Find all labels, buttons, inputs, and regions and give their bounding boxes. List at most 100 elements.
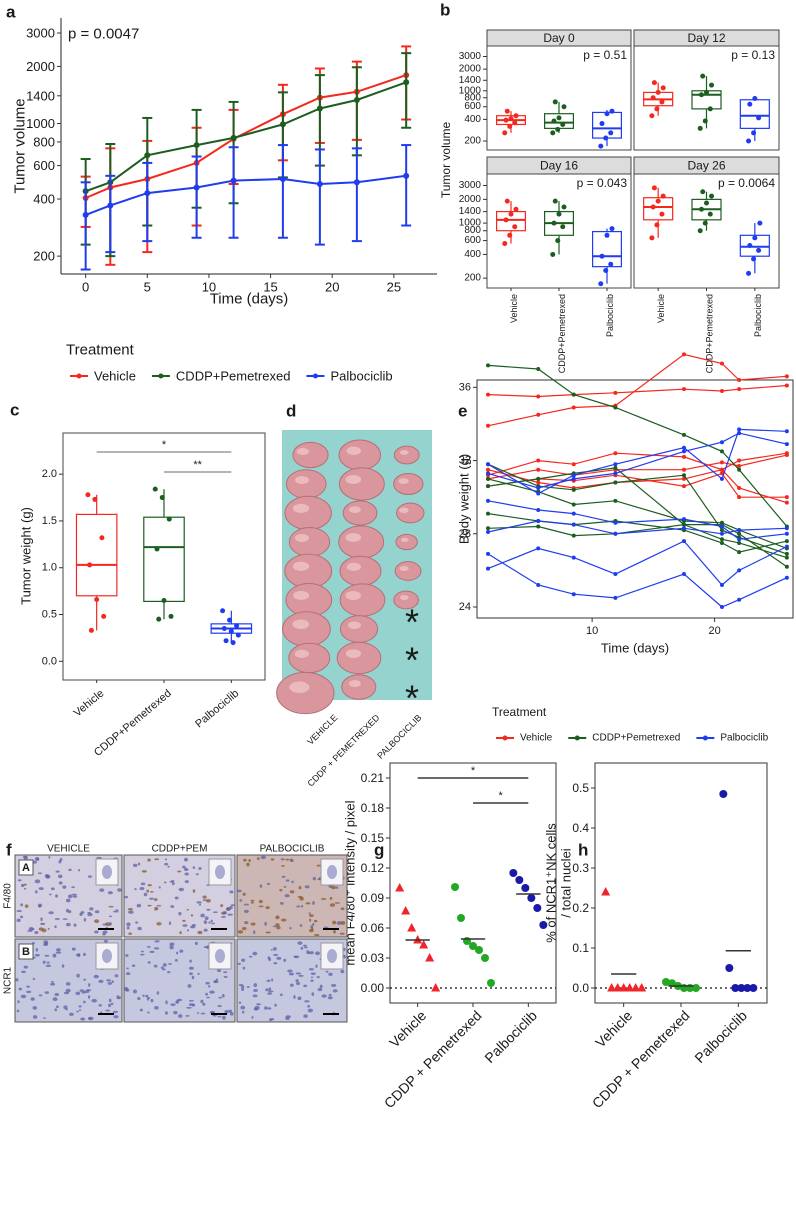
cell-nucleus bbox=[298, 885, 302, 890]
data-point bbox=[681, 476, 686, 481]
data-point bbox=[504, 108, 510, 114]
data-point bbox=[719, 531, 724, 536]
data-point bbox=[704, 200, 709, 206]
cell-nucleus bbox=[55, 894, 58, 898]
cell-nucleus bbox=[182, 865, 186, 869]
cell-nucleus bbox=[178, 887, 185, 892]
data-point bbox=[527, 894, 536, 902]
cell-nucleus bbox=[221, 993, 225, 998]
cell-nucleus bbox=[69, 1012, 74, 1016]
data-point bbox=[536, 467, 541, 472]
cell-nucleus bbox=[98, 979, 104, 984]
data-point bbox=[502, 241, 508, 247]
cell-nucleus bbox=[54, 925, 57, 929]
cell-nucleus bbox=[15, 978, 19, 982]
cell-nucleus bbox=[212, 911, 218, 914]
cell-nucleus bbox=[246, 862, 250, 867]
data-point bbox=[784, 551, 789, 556]
cell-nucleus bbox=[88, 1016, 94, 1021]
data-point bbox=[161, 597, 167, 603]
cell-nucleus bbox=[339, 932, 345, 935]
data-point bbox=[486, 484, 491, 489]
data-point bbox=[508, 116, 514, 122]
y-tick-label: 2000 bbox=[459, 194, 482, 205]
data-point bbox=[555, 126, 561, 132]
legend-title: Treatment bbox=[492, 705, 547, 719]
data-point bbox=[599, 253, 605, 259]
data-point bbox=[486, 476, 491, 481]
cell-nucleus bbox=[252, 994, 258, 998]
cell-nucleus bbox=[240, 1005, 246, 1010]
cell-nucleus bbox=[67, 894, 73, 899]
facet-strip bbox=[633, 29, 780, 47]
panel-letter: f bbox=[6, 841, 12, 860]
cell-nucleus bbox=[106, 979, 112, 982]
tumor-highlight bbox=[346, 446, 362, 455]
legend-swatch-dot bbox=[76, 373, 82, 379]
cell-nucleus bbox=[46, 961, 50, 964]
data-point bbox=[746, 270, 752, 276]
data-point bbox=[704, 89, 709, 95]
y-axis-label: / total nuclei bbox=[559, 848, 574, 917]
series-line bbox=[487, 432, 788, 489]
data-point bbox=[571, 405, 576, 410]
y-axis-label: Tumor weight (g) bbox=[19, 507, 34, 605]
data-point bbox=[747, 101, 753, 107]
data-point bbox=[607, 983, 617, 992]
cell-nucleus bbox=[241, 987, 245, 992]
data-point bbox=[725, 964, 734, 972]
cell-nucleus bbox=[205, 899, 211, 903]
cell-nucleus bbox=[114, 974, 119, 978]
x-axis-label: Time (days) bbox=[601, 641, 669, 656]
data-point bbox=[560, 224, 566, 230]
data-point bbox=[681, 473, 686, 478]
data-point bbox=[784, 429, 789, 434]
cell-nucleus bbox=[331, 983, 337, 987]
data-point bbox=[784, 442, 789, 447]
row-tag: B bbox=[22, 946, 30, 958]
data-point bbox=[552, 198, 558, 204]
cell-nucleus bbox=[196, 1012, 200, 1014]
cell-nucleus bbox=[21, 970, 26, 974]
cell-nucleus bbox=[164, 862, 169, 866]
cell-nucleus bbox=[302, 944, 307, 947]
cell-nucleus bbox=[279, 902, 284, 905]
data-point bbox=[655, 89, 661, 95]
cell-nucleus bbox=[170, 1003, 176, 1006]
cell-nucleus bbox=[88, 983, 91, 987]
legend-title: Treatment bbox=[66, 342, 135, 359]
data-point bbox=[619, 983, 629, 992]
cell-nucleus bbox=[55, 870, 60, 873]
tumor-highlight bbox=[345, 475, 362, 484]
y-tick-label: 200 bbox=[33, 249, 55, 264]
cell-nucleus bbox=[258, 899, 263, 904]
data-point bbox=[230, 177, 237, 184]
data-point bbox=[707, 211, 713, 217]
cell-nucleus bbox=[65, 982, 71, 986]
cell-nucleus bbox=[248, 859, 251, 862]
cell-nucleus bbox=[50, 887, 55, 891]
data-point bbox=[709, 82, 715, 88]
data-point bbox=[719, 537, 724, 542]
cell-nucleus bbox=[184, 872, 189, 876]
data-point bbox=[697, 228, 703, 234]
data-point bbox=[654, 222, 660, 228]
cell-nucleus bbox=[203, 928, 208, 932]
cell-nucleus bbox=[110, 1002, 114, 1005]
cell-nucleus bbox=[117, 888, 122, 892]
column-header: VEHICLE bbox=[47, 844, 90, 855]
data-point bbox=[561, 104, 567, 110]
cell-nucleus bbox=[309, 951, 314, 955]
cell-nucleus bbox=[23, 887, 27, 890]
cell-nucleus bbox=[223, 975, 228, 978]
cell-nucleus bbox=[63, 991, 70, 995]
cell-nucleus bbox=[274, 1003, 277, 1007]
cell-nucleus bbox=[211, 922, 215, 925]
tumor bbox=[284, 553, 333, 589]
cell-nucleus bbox=[65, 922, 71, 927]
cell-nucleus bbox=[196, 901, 202, 904]
cell-nucleus bbox=[250, 899, 255, 902]
y-axis-label: Tumor volume bbox=[439, 122, 453, 199]
cell-nucleus bbox=[271, 978, 274, 982]
cell-nucleus bbox=[343, 947, 346, 952]
